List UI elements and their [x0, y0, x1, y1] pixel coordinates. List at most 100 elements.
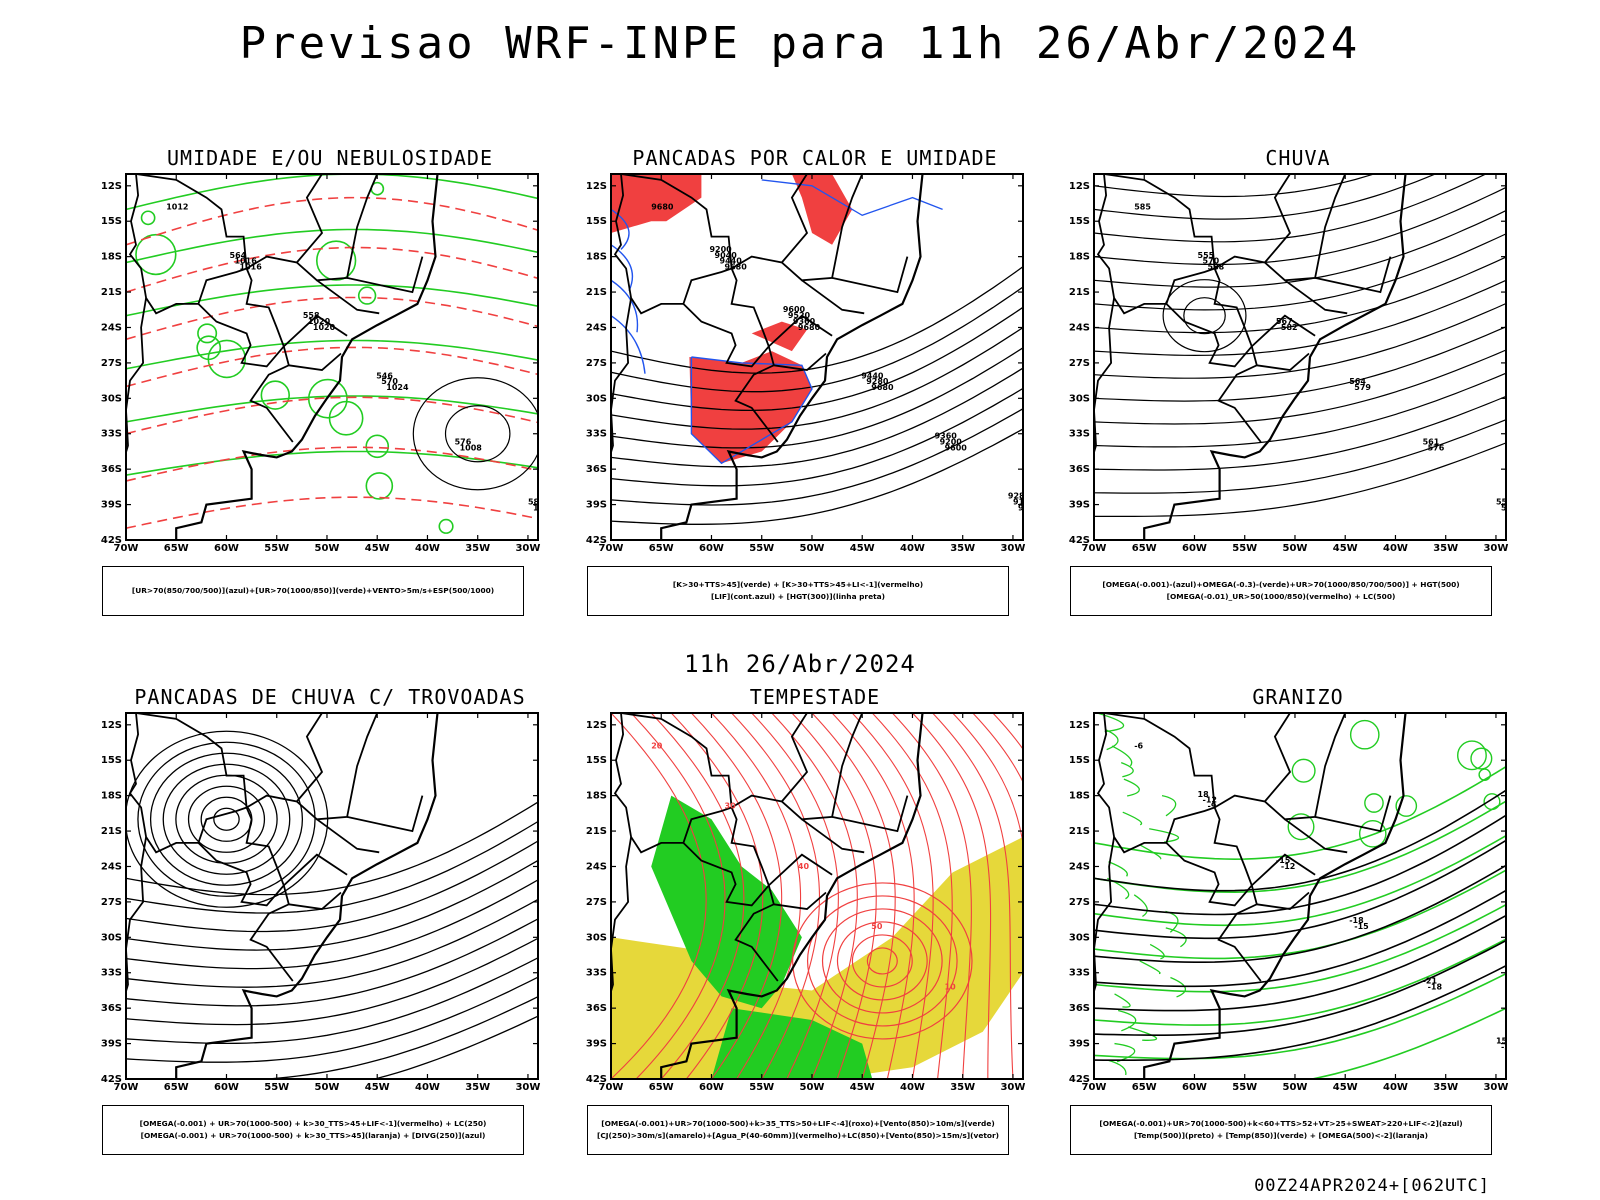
- lat-tick-label: 27S: [101, 897, 122, 908]
- contour-label: 573: [1501, 503, 1518, 512]
- map-frame: [1093, 712, 1507, 1080]
- isoline: [126, 196, 538, 246]
- contour-label: 1020: [313, 323, 336, 332]
- contour-label: 9200: [709, 245, 732, 254]
- isoline: [126, 957, 538, 1045]
- closed-isoline: [444, 405, 511, 463]
- contour-label: 15: [1496, 1037, 1508, 1046]
- lat-tick-label: 24S: [586, 322, 607, 333]
- country-border: [126, 836, 147, 995]
- lon-tick-label: 55W: [1232, 543, 1257, 554]
- isoline: [126, 898, 538, 988]
- country-border: [768, 314, 833, 348]
- isoline: [1094, 302, 1506, 379]
- isoline: [611, 347, 1023, 449]
- lon-tick-label: 40W: [1383, 543, 1408, 554]
- lon-tick-label: 50W: [799, 543, 824, 554]
- lon-tick-label: 40W: [900, 543, 925, 554]
- panel-tempestade: TEMPESTADE 20 30 40 50 10 12S 15S 18S 21S 24S 27S 30…: [575, 685, 1055, 1155]
- contour-label: 585: [1134, 202, 1151, 211]
- country-border: [288, 352, 342, 371]
- lon-tick-label: 40W: [415, 543, 440, 554]
- legend-line: [CJ(250)>30m/s](amarelo)+[Agua_P(40-60mm…: [597, 1131, 999, 1140]
- lon-tick-label: 30W: [1000, 543, 1025, 554]
- contour-label: 1024: [386, 383, 409, 392]
- lon-tick-label: 35W: [1433, 543, 1458, 554]
- isoline: [1094, 814, 1506, 916]
- isoline: [1094, 766, 1506, 861]
- country-border: [831, 256, 909, 294]
- contour-label: -12: [1203, 796, 1217, 805]
- legend-line: [OMEGA(-0.001) + UR>70(1000-500) + k>30_…: [139, 1119, 487, 1128]
- lat-tick-label: 18S: [586, 791, 607, 802]
- contour-label: 558: [303, 311, 320, 320]
- lon-tick-label: 45W: [850, 1082, 875, 1093]
- lat-tick-label: 36S: [101, 1003, 122, 1014]
- contour-label: 9360: [793, 317, 816, 326]
- contour-label: -6: [1134, 741, 1143, 750]
- panel-granizo: GRANIZO -6 -9 -12 -15 -18 -21 -12 -15 -18 -21 15 18 1…: [1058, 685, 1538, 1155]
- isoline: [1094, 233, 1506, 311]
- country-border: [1214, 174, 1347, 282]
- map-plot: -6-9-12-15-18-21-12-15-18-21151812S15S18…: [1069, 712, 1516, 1093]
- lat-tick-label: 30S: [1069, 393, 1090, 404]
- main-title: Previsao WRF-INPE para 11h 26/Abr/2024: [239, 18, 1361, 69]
- isoline: [1094, 835, 1506, 927]
- contour-label: 9440: [720, 257, 743, 266]
- lat-tick-label: 36S: [101, 464, 122, 475]
- isoline: [1094, 903, 1506, 993]
- contour-label: -12: [1281, 862, 1295, 871]
- contour-label: -18: [1349, 916, 1364, 925]
- isoline: [372, 1015, 538, 1079]
- contour-label: 9440: [861, 371, 884, 380]
- country-border: [781, 174, 809, 264]
- country-border: [731, 174, 864, 282]
- contour-label: 582: [1281, 323, 1298, 332]
- lon-tick-label: 70W: [114, 1082, 139, 1093]
- contour-label: 567: [1276, 317, 1293, 326]
- lat-tick-label: 24S: [586, 861, 607, 872]
- country-border: [246, 713, 379, 821]
- closed-isoline: [836, 921, 928, 1001]
- lon-tick-label: 35W: [465, 543, 490, 554]
- isoline: [1094, 789, 1506, 892]
- country-border: [773, 352, 827, 371]
- contour-label: 9120: [1013, 498, 1036, 507]
- isoline: [1094, 349, 1506, 425]
- lon-tick-label: 65W: [164, 1082, 189, 1093]
- atlantic-coastline: [1143, 174, 1407, 540]
- closed-isoline: [1162, 279, 1247, 353]
- panel-legend: [OMEGA(-0.001)-(azul)+OMEGA(-0.3)-(verde…: [1070, 566, 1492, 616]
- lon-tick-label: 65W: [1132, 543, 1157, 554]
- lon-tick-label: 40W: [415, 1082, 440, 1093]
- contour-label: 1016: [235, 257, 258, 266]
- lat-tick-label: 24S: [101, 861, 122, 872]
- lon-tick-label: 35W: [465, 1082, 490, 1093]
- isoline: [611, 327, 1023, 430]
- isoline: [126, 859, 538, 951]
- contour-label: 582: [528, 498, 545, 507]
- contour-label: 20: [651, 741, 663, 750]
- contour-label: -21: [1501, 1042, 1516, 1051]
- lon-tick-label: 30W: [1483, 543, 1508, 554]
- isoline: [1094, 864, 1506, 963]
- lat-tick-label: 21S: [1069, 287, 1090, 298]
- country-border: [1256, 891, 1310, 910]
- isoline: [126, 879, 538, 970]
- country-border: [135, 174, 294, 443]
- lon-tick-label: 45W: [1333, 543, 1358, 554]
- contour-label: 30: [725, 802, 737, 811]
- lon-tick-label: 50W: [1282, 1082, 1307, 1093]
- atlantic-coastline: [175, 174, 439, 540]
- lat-tick-label: 39S: [101, 1039, 122, 1050]
- isoline: [126, 840, 538, 933]
- contour-label: 1012: [533, 503, 555, 512]
- legend-line: [OMEGA(-0.001)+UR>70(1000-500)+k>35_TTS>…: [601, 1119, 995, 1128]
- lat-tick-label: 12S: [586, 181, 607, 192]
- isoline: [611, 387, 1023, 487]
- lon-tick-label: 50W: [314, 1082, 339, 1093]
- contour-label: 9600: [783, 305, 806, 314]
- country-border: [197, 303, 285, 368]
- isoline: [611, 266, 1023, 374]
